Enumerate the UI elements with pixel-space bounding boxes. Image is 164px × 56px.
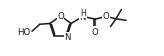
Text: H: H [80, 9, 86, 18]
Text: HO: HO [17, 27, 30, 36]
Text: N: N [80, 13, 86, 22]
Text: O: O [103, 12, 110, 21]
Text: N: N [65, 33, 71, 41]
Text: O: O [91, 27, 98, 36]
Text: O: O [57, 12, 64, 21]
